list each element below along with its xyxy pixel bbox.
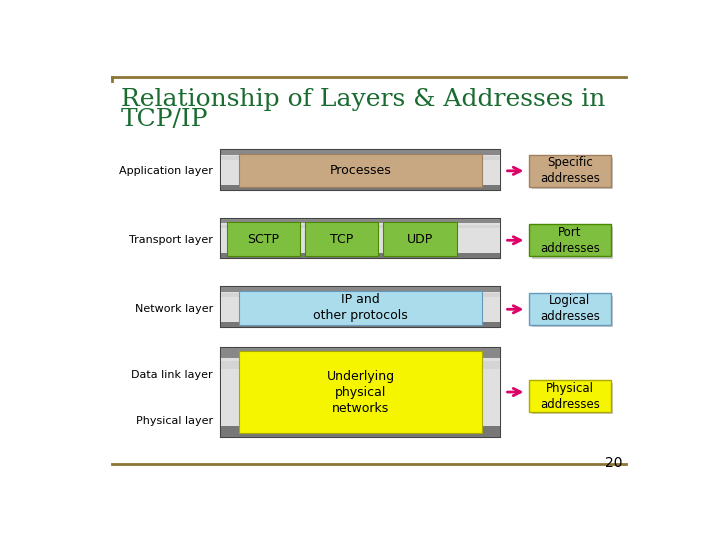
- Bar: [221, 225, 500, 228]
- Text: Physical layer: Physical layer: [135, 416, 213, 426]
- Bar: [221, 287, 500, 292]
- Bar: [221, 426, 500, 437]
- Text: Underlying
physical
networks: Underlying physical networks: [327, 369, 395, 415]
- FancyBboxPatch shape: [383, 222, 456, 256]
- FancyBboxPatch shape: [529, 155, 611, 187]
- Text: Relationship of Layers & Addresses in: Relationship of Layers & Addresses in: [121, 87, 605, 111]
- Text: Network layer: Network layer: [135, 305, 213, 314]
- FancyBboxPatch shape: [529, 293, 611, 325]
- Bar: [221, 219, 500, 258]
- Text: IP and
other protocols: IP and other protocols: [313, 293, 408, 322]
- FancyBboxPatch shape: [532, 158, 613, 189]
- Text: Application layer: Application layer: [119, 166, 213, 176]
- FancyBboxPatch shape: [529, 380, 611, 412]
- Text: 20: 20: [606, 456, 623, 470]
- Bar: [221, 156, 500, 159]
- Bar: [221, 322, 500, 327]
- FancyBboxPatch shape: [305, 222, 379, 256]
- Text: Specific
addresses: Specific addresses: [540, 156, 600, 185]
- FancyBboxPatch shape: [532, 383, 613, 415]
- Bar: [221, 293, 500, 297]
- Text: Transport layer: Transport layer: [129, 235, 213, 245]
- Text: Data link layer: Data link layer: [131, 369, 213, 380]
- FancyBboxPatch shape: [532, 295, 613, 327]
- FancyBboxPatch shape: [532, 227, 613, 259]
- Bar: [221, 348, 500, 437]
- Text: Processes: Processes: [330, 164, 392, 177]
- Text: TCP: TCP: [330, 233, 354, 246]
- FancyBboxPatch shape: [239, 352, 482, 433]
- Bar: [221, 155, 500, 185]
- Bar: [221, 224, 500, 253]
- Text: Physical
addresses: Physical addresses: [540, 382, 600, 411]
- Text: SCTP: SCTP: [248, 233, 279, 246]
- FancyBboxPatch shape: [529, 225, 611, 256]
- Bar: [221, 292, 500, 322]
- Bar: [221, 358, 500, 426]
- Text: TCP/IP: TCP/IP: [121, 109, 208, 131]
- Bar: [221, 150, 500, 155]
- Bar: [221, 253, 500, 258]
- FancyBboxPatch shape: [227, 222, 300, 256]
- Bar: [221, 287, 500, 327]
- Bar: [221, 348, 500, 358]
- Bar: [221, 361, 500, 369]
- Text: Logical
addresses: Logical addresses: [540, 294, 600, 323]
- Text: UDP: UDP: [407, 233, 433, 246]
- Bar: [221, 185, 500, 190]
- Bar: [221, 150, 500, 190]
- FancyBboxPatch shape: [239, 291, 482, 325]
- FancyBboxPatch shape: [239, 154, 482, 187]
- Text: Port
addresses: Port addresses: [540, 226, 600, 255]
- Bar: [221, 219, 500, 224]
